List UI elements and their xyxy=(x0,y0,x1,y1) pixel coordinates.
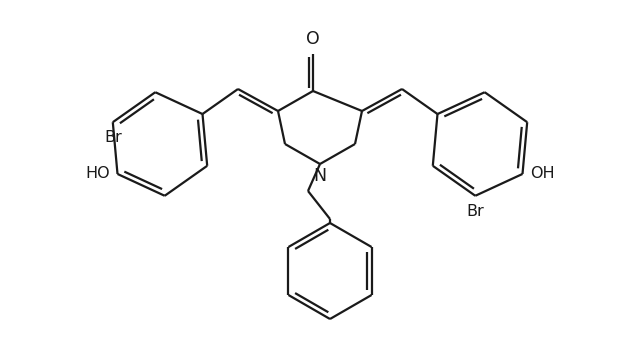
Text: Br: Br xyxy=(104,130,122,145)
Text: Br: Br xyxy=(467,204,484,219)
Text: OH: OH xyxy=(531,166,555,181)
Text: HO: HO xyxy=(85,166,109,181)
Text: O: O xyxy=(306,30,320,48)
Text: N: N xyxy=(314,167,326,185)
